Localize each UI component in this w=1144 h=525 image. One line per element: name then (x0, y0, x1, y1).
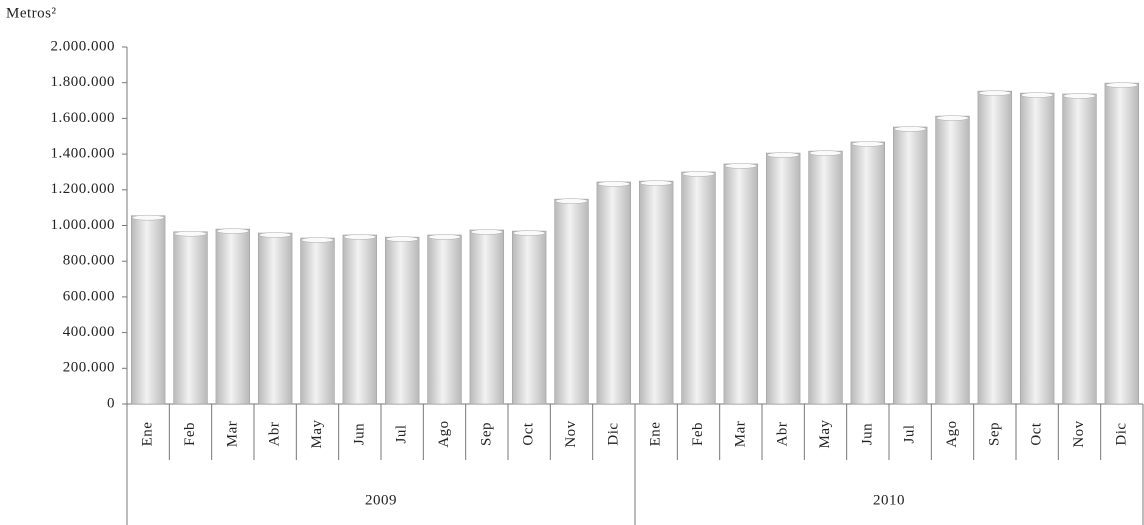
bar (1062, 93, 1097, 405)
bar-cap (766, 152, 800, 158)
y-tick-label: 2.000.000 (51, 38, 116, 54)
x-tick-label: Mar (732, 421, 748, 448)
bar (850, 141, 886, 405)
group-label: 2010 (873, 492, 905, 508)
x-tick-label: Nov (563, 420, 579, 447)
bar-cap (131, 214, 165, 221)
bar (130, 215, 166, 405)
x-tick-label: Abr (775, 422, 791, 447)
bar (300, 237, 335, 405)
bar-cap (893, 126, 927, 132)
bar (427, 234, 462, 405)
bar-cap (682, 171, 715, 177)
bar (892, 126, 928, 405)
x-tick-label: Feb (690, 422, 706, 446)
bar-cap (470, 229, 504, 235)
group-label: 2009 (365, 492, 397, 508)
bar-cap (216, 228, 250, 234)
bar (638, 180, 674, 405)
x-tick-label: Ene (140, 422, 156, 447)
x-tick-label: Jun (351, 423, 367, 445)
x-tick-label: Feb (182, 422, 198, 446)
bar-cap (174, 230, 207, 237)
x-tick-label: Jul (394, 424, 410, 443)
x-tick-label: Jun (859, 423, 875, 445)
bar-cap (1063, 93, 1096, 99)
bar-cap (1020, 92, 1054, 98)
x-tick-label: Jul (902, 424, 918, 443)
x-tick-label: Sep (478, 422, 494, 446)
bar-cap (978, 90, 1012, 96)
bar-cap (1105, 82, 1139, 88)
y-tick-label: 800.000 (63, 253, 115, 269)
x-tick-label: May (817, 420, 833, 449)
bar-cap (851, 141, 885, 147)
x-tick-label: May (309, 420, 325, 449)
bar-cap (258, 232, 292, 238)
bar (215, 228, 251, 405)
bar-cap (639, 180, 673, 186)
y-tick-label: 0 (107, 395, 115, 411)
y-tick-label: 1.800.000 (51, 74, 116, 90)
bar (977, 90, 1013, 405)
bar (765, 152, 801, 405)
x-tick-label: Oct (521, 422, 537, 445)
x-tick-label: Abr (267, 422, 283, 447)
bar-cap (724, 163, 758, 169)
bar-cap (936, 115, 969, 121)
bar-cap (343, 234, 377, 240)
y-tick-label: 1.400.000 (51, 146, 116, 162)
x-tick-label: Ago (944, 420, 960, 447)
bar (935, 115, 970, 405)
bar (681, 171, 716, 405)
bar (554, 198, 589, 405)
x-tick-label: Ene (648, 422, 664, 447)
bar (173, 231, 208, 405)
x-tick-label: Dic (605, 422, 621, 445)
bar-cap (809, 150, 842, 156)
bar-cap (597, 181, 631, 187)
y-tick-label: 200.000 (63, 360, 115, 376)
bar (342, 234, 378, 405)
x-tick-label: Ago (436, 420, 452, 447)
y-tick-label: 600.000 (63, 288, 115, 304)
bar-cap (512, 230, 546, 236)
x-tick-label: Mar (224, 421, 240, 448)
bar (469, 229, 505, 405)
bar (511, 230, 547, 405)
bar (257, 232, 293, 405)
y-tick-label: 400.000 (63, 324, 115, 340)
x-tick-label: Dic (1113, 422, 1129, 445)
bar (1019, 92, 1055, 405)
y-tick-label: 1.200.000 (51, 181, 116, 197)
bar-cap (428, 234, 461, 240)
bar (1104, 82, 1140, 405)
x-tick-label: Sep (986, 422, 1002, 446)
bar-cap (555, 198, 588, 204)
bar-cap (301, 237, 334, 243)
bar (723, 163, 759, 405)
bar (596, 181, 632, 405)
bar-cap (385, 236, 419, 242)
y-axis-label: Metros² (6, 5, 57, 21)
x-tick-label: Nov (1071, 420, 1087, 447)
bar (384, 236, 420, 405)
y-tick-label: 1.600.000 (51, 110, 116, 126)
bar (808, 150, 843, 405)
x-tick-label: Oct (1029, 422, 1045, 445)
y-tick-label: 1.000.000 (51, 217, 116, 233)
